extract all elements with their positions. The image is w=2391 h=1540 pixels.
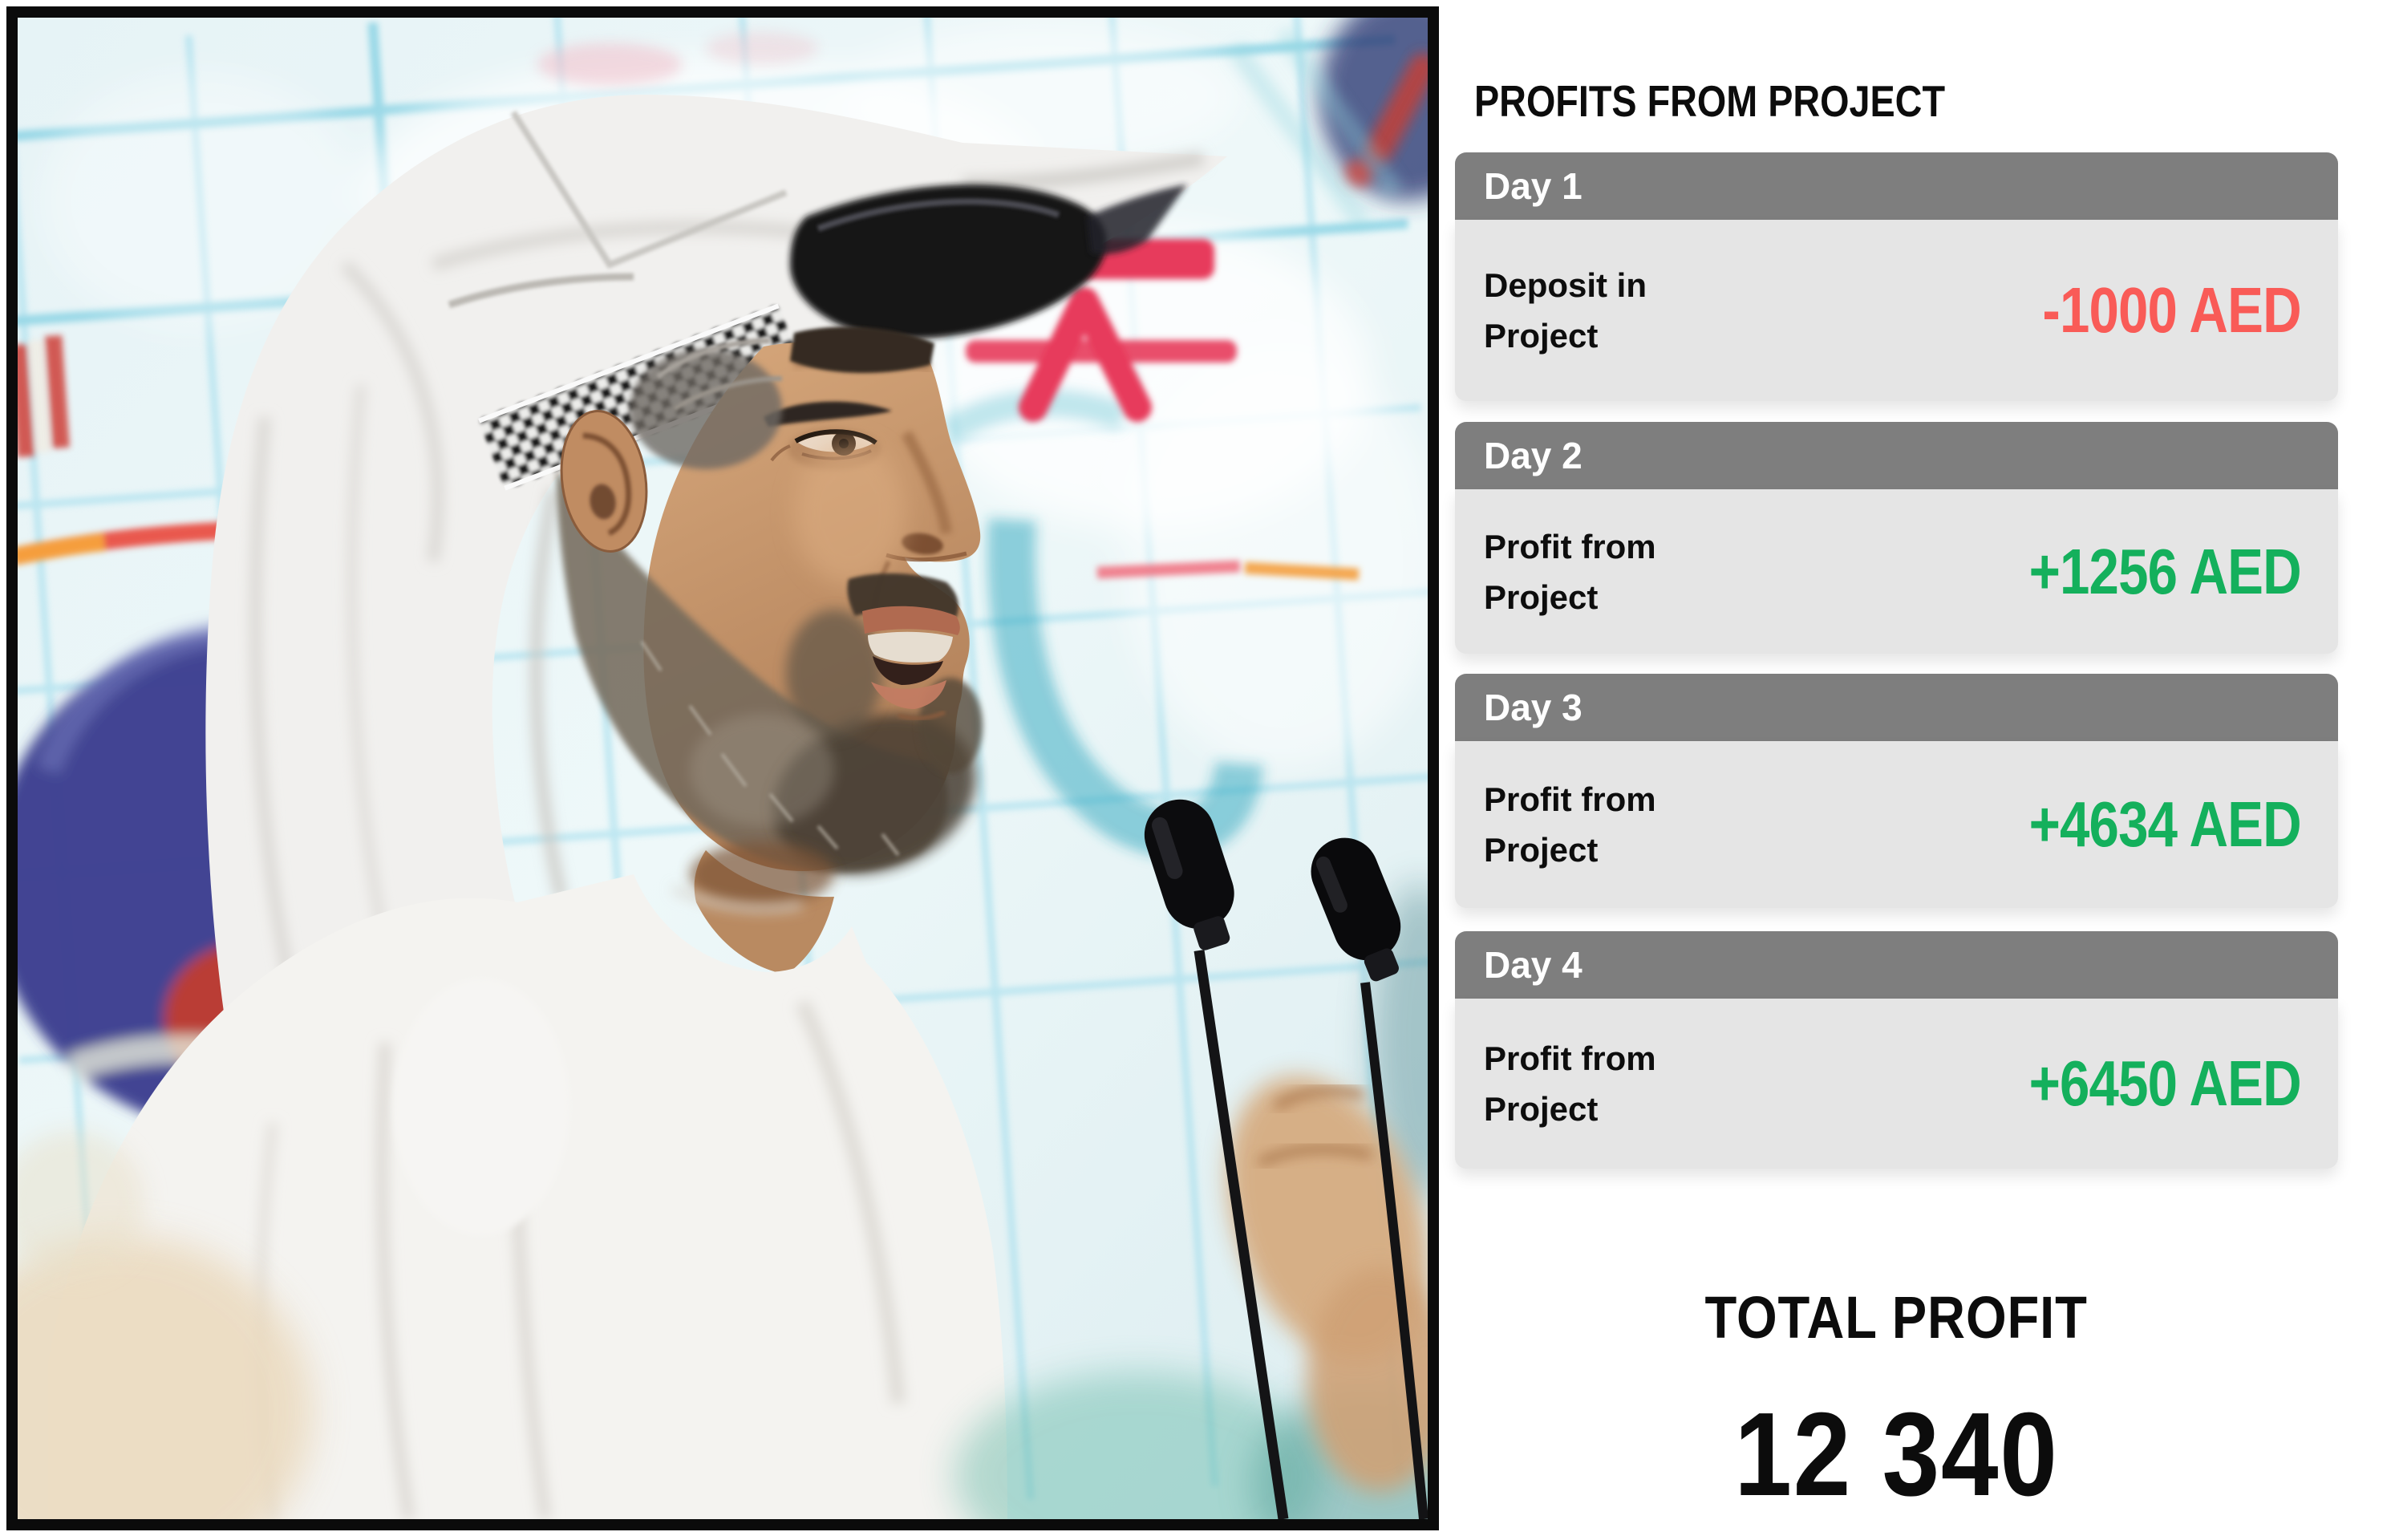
backdrop-corner-shapes (537, 18, 1428, 201)
entry-label-line1: Profit from (1484, 527, 1656, 565)
entry-label-line2: Project (1484, 578, 1599, 616)
day-card-3: Day 3 Profit from Project +4634 AED (1455, 674, 2338, 908)
beard (557, 470, 983, 874)
blurred-hand (1226, 1076, 1428, 1492)
day-card-1: Day 1 Deposit in Project -1000 AED (1455, 152, 2338, 401)
ghutra-headdress (205, 95, 1227, 1139)
day-card-2: Day 2 Profit from Project +1256 AED (1455, 422, 2338, 654)
photo-frame (6, 6, 1439, 1530)
panel-title: PROFITS FROM PROJECT (1474, 76, 1946, 126)
ear (560, 410, 648, 553)
entry-label-line2: Project (1484, 317, 1599, 355)
entry-label: Profit from Project (1484, 521, 1656, 622)
eyebrow (764, 401, 892, 427)
bottom-left-blur (18, 1131, 313, 1519)
total-value: 12 340 (1734, 1388, 2059, 1521)
striped-flag-blur (18, 334, 70, 458)
day-card-header: Day 4 (1455, 931, 2338, 999)
entry-value: -1000 AED (2042, 274, 2302, 346)
ghutra-dark-fold (790, 184, 1107, 339)
mouth (847, 573, 960, 720)
total-label: TOTAL PROFIT (1704, 1284, 2089, 1351)
mustache (847, 573, 958, 618)
entry-label-line2: Project (1484, 831, 1599, 869)
entry-label: Profit from Project (1484, 774, 1656, 875)
temple-hair (630, 326, 934, 469)
day-label: Day 4 (1484, 944, 1583, 986)
entry-label: Deposit in Project (1484, 260, 1647, 361)
entry-value: +6450 AED (2028, 1048, 2302, 1119)
day-label: Day 2 (1484, 435, 1583, 476)
day-label: Day 1 (1484, 165, 1583, 207)
total-block: TOTAL PROFIT 12 340 (1455, 1283, 2338, 1523)
day-label: Day 3 (1484, 687, 1583, 728)
day-card-body: Profit from Project +1256 AED (1455, 489, 2338, 654)
day-card-body: Profit from Project +4634 AED (1455, 741, 2338, 908)
nose-shading (901, 430, 952, 535)
entry-label-line2: Project (1484, 1090, 1599, 1128)
entry-label-line1: Profit from (1484, 1040, 1656, 1077)
entry-label: Profit from Project (1484, 1033, 1656, 1134)
entry-label-line1: Deposit in (1484, 266, 1647, 304)
entry-value: +1256 AED (2028, 535, 2302, 607)
speaker-photo (18, 18, 1428, 1519)
day-card-body: Profit from Project +6450 AED (1455, 999, 2338, 1169)
microphone-left-icon (1144, 799, 1289, 1519)
entry-label-line1: Profit from (1484, 780, 1656, 818)
day-card-header: Day 1 (1455, 152, 2338, 220)
day-card-4: Day 4 Profit from Project +6450 AED (1455, 931, 2338, 1169)
day-card-body: Deposit in Project -1000 AED (1455, 220, 2338, 401)
day-card-header: Day 3 (1455, 674, 2338, 741)
microphone-right-icon (1311, 837, 1428, 1519)
neck (690, 842, 834, 975)
entry-value: +4634 AED (2028, 788, 2302, 860)
day-card-header: Day 2 (1455, 422, 2338, 489)
